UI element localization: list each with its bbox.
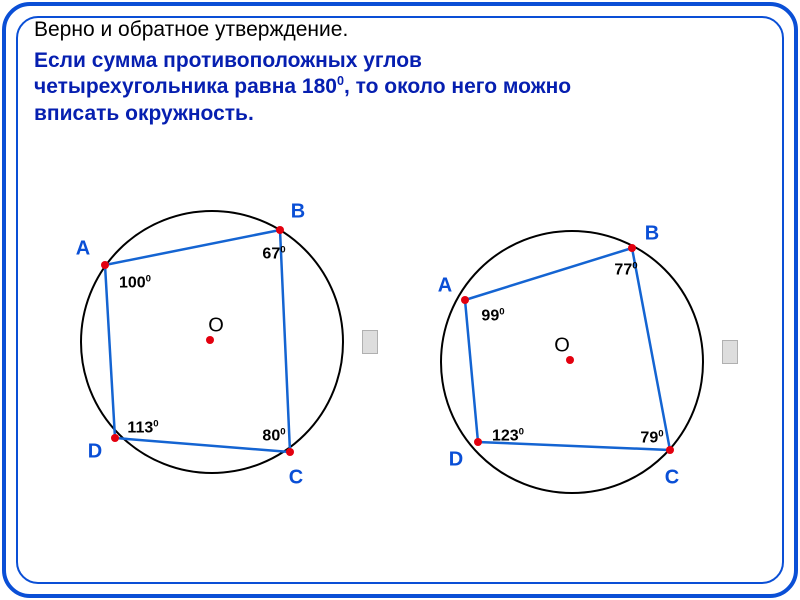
vertex-label-C: C bbox=[665, 467, 679, 490]
angle-value-D: 1230 bbox=[492, 426, 524, 445]
statement-line-2a: четырехугольника равна 180 bbox=[34, 75, 337, 98]
theorem-statement: Если сумма противоположных углов четырех… bbox=[34, 48, 772, 127]
vertex-point-A bbox=[101, 261, 109, 269]
statement-line-1: Если сумма противоположных углов bbox=[34, 49, 422, 72]
vertex-point-D bbox=[111, 434, 119, 442]
vertex-label-B: B bbox=[291, 201, 305, 224]
angle-value-C: 800 bbox=[262, 426, 285, 445]
vertex-label-B: B bbox=[645, 223, 659, 246]
slide-title: Верно и обратное утверждение. bbox=[34, 18, 772, 42]
angle-value-A: 990 bbox=[481, 306, 504, 325]
degree-sup: 0 bbox=[337, 74, 344, 88]
side-marker bbox=[362, 330, 378, 354]
vertex-label-C: C bbox=[289, 467, 303, 490]
diagram-right: О A 990 B 770 C 790 D 1230 bbox=[420, 210, 720, 510]
vertex-point-B bbox=[628, 244, 636, 252]
statement-line-2b: , то около него можно bbox=[344, 75, 571, 98]
diagrams-area: О A 1000 B 670 C 800 D 1130 О A 990 B 770 C 790 D 1230 bbox=[30, 180, 770, 580]
angle-value-D: 1130 bbox=[127, 418, 158, 437]
angle-value-B: 670 bbox=[262, 244, 285, 263]
vertex-point-A bbox=[461, 296, 469, 304]
center-label: О bbox=[554, 335, 570, 358]
diagram-left: О A 1000 B 670 C 800 D 1130 bbox=[60, 190, 360, 490]
vertex-label-A: A bbox=[76, 238, 90, 261]
vertex-point-C bbox=[286, 448, 294, 456]
text-content: Верно и обратное утверждение. Если сумма… bbox=[28, 18, 772, 127]
angle-value-B: 770 bbox=[614, 260, 637, 279]
vertex-point-B bbox=[276, 226, 284, 234]
side-marker bbox=[722, 340, 738, 364]
vertex-point-C bbox=[666, 446, 674, 454]
center-label: О bbox=[208, 315, 224, 338]
vertex-label-A: A bbox=[438, 275, 452, 298]
angle-value-A: 1000 bbox=[119, 273, 151, 292]
vertex-label-D: D bbox=[449, 449, 463, 472]
vertex-label-D: D bbox=[88, 441, 102, 464]
vertex-point-D bbox=[474, 438, 482, 446]
statement-line-3: вписать окружность. bbox=[34, 102, 254, 125]
angle-value-C: 790 bbox=[640, 428, 663, 447]
